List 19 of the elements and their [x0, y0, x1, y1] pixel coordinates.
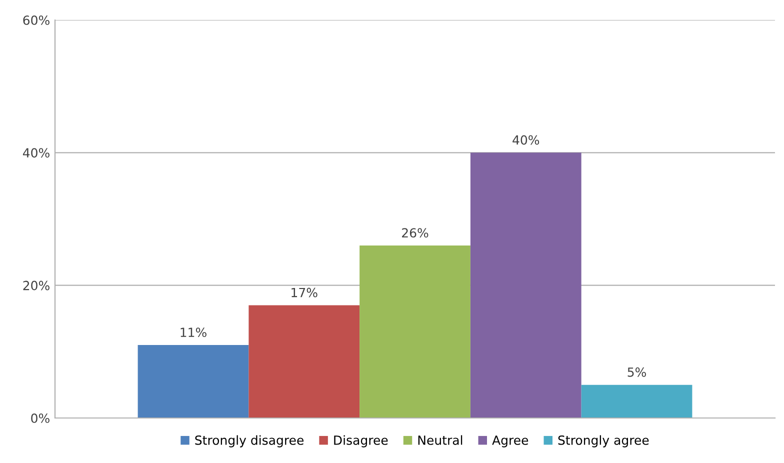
y-tick-label: 40%: [22, 148, 50, 158]
legend-label: Strongly disagree: [195, 435, 304, 448]
y-tick-label: 20%: [23, 280, 50, 290]
legend-label: Agree: [492, 436, 528, 448]
bar: [581, 384, 692, 418]
data-label: 26%: [402, 228, 428, 238]
bar: [360, 246, 470, 418]
data-label: 11%: [180, 328, 206, 338]
data-label: 17%: [292, 288, 318, 298]
y-tick-label: 0%: [31, 413, 50, 423]
legend-label: Neutral: [418, 435, 462, 445]
bar: [248, 305, 360, 418]
data-label: 40%: [512, 135, 540, 145]
legend-label: Disagree: [334, 435, 388, 448]
data-label: 5%: [628, 367, 646, 377]
legend-label: Strongly agree: [558, 435, 649, 448]
bar: [138, 345, 249, 418]
y-tick-label: 60%: [23, 15, 50, 25]
bar: [470, 152, 582, 418]
